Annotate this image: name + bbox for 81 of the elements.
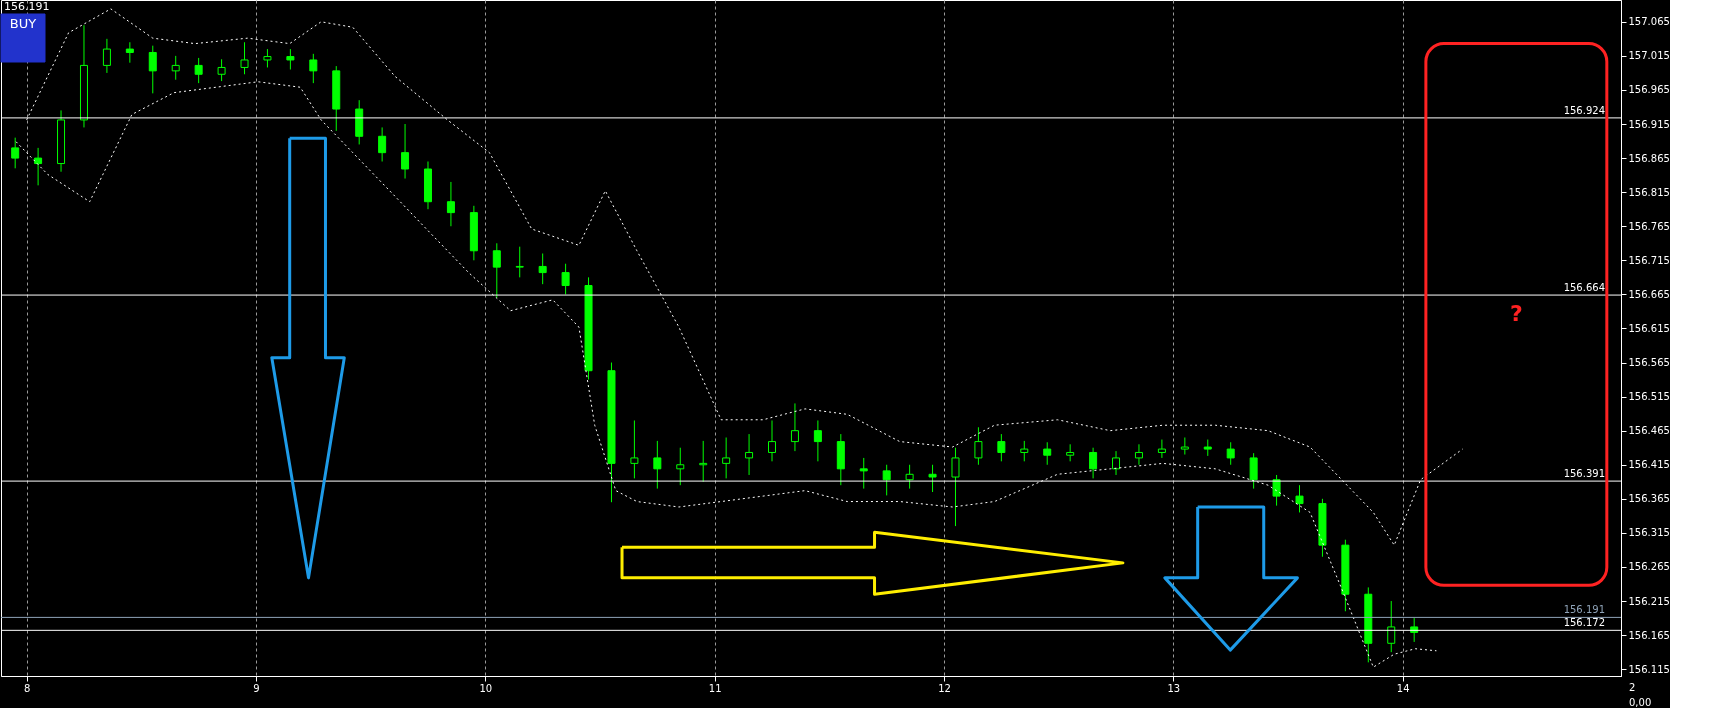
x-tick-label: 12 [938, 682, 951, 694]
ref-line-label: 156.391 [1563, 468, 1605, 480]
x-tick-label: 10 [479, 682, 493, 694]
y-tick-label: 156.215 [1628, 595, 1670, 607]
candlestick [171, 55, 180, 81]
candlestick [217, 58, 226, 82]
candlestick [951, 447, 960, 527]
candlestick [905, 464, 914, 490]
candlestick [263, 48, 272, 68]
ref-line-label: 156.924 [1563, 104, 1605, 116]
y-tick-label: 156.115 [1628, 663, 1670, 675]
candlestick [1157, 439, 1166, 459]
x-tick-label: 13 [1167, 682, 1181, 694]
candlestick [1295, 484, 1304, 513]
y-tick-label: 156.365 [1628, 493, 1670, 505]
candlestick [768, 419, 777, 462]
y-tick-label: 156.415 [1628, 459, 1670, 471]
x-tick-label: 11 [708, 682, 722, 694]
text: 0,00 [1629, 697, 1652, 708]
y-tick-label: 156.465 [1628, 425, 1670, 437]
y-tick-label: 156.265 [1628, 561, 1670, 573]
y-tick-label: 156.515 [1628, 391, 1670, 403]
candlestick [1249, 452, 1258, 490]
y-tick-label: 156.565 [1628, 357, 1670, 369]
ref-line-label: 156.191 [1563, 604, 1605, 616]
candlestick [882, 464, 891, 496]
y-tick-label: 156.615 [1628, 322, 1670, 334]
candlestick [148, 45, 157, 94]
candlestick [1226, 441, 1235, 466]
y-tick-label: 156.865 [1628, 152, 1670, 164]
candlestick [286, 48, 295, 71]
candlestick [1043, 441, 1052, 466]
candlestick [492, 242, 501, 299]
y-tick-label: 156.715 [1628, 254, 1670, 266]
candlestick [630, 419, 639, 479]
y-tick-label: 156.315 [1628, 527, 1670, 539]
candlestick [515, 246, 524, 278]
candlestick [790, 402, 799, 452]
candlestick [997, 433, 1006, 462]
candlestick [446, 181, 455, 227]
candlestick [745, 433, 754, 476]
annotation: ? [1509, 301, 1523, 327]
candlestick [653, 440, 662, 490]
y-tick-label: 157.015 [1628, 50, 1670, 62]
x-tick-label: 9 [253, 682, 260, 694]
annotation: 156.191 [4, 0, 50, 13]
ref-line-label: 156.664 [1563, 282, 1605, 294]
candlestick [378, 126, 387, 162]
y-tick-label: 156.915 [1628, 118, 1670, 130]
annotation: BUY [9, 16, 37, 31]
candlestick [401, 123, 410, 180]
candlestick [1134, 443, 1143, 466]
candlestick [538, 253, 547, 285]
candlestick [1112, 450, 1121, 476]
candlestick [561, 263, 570, 295]
candlestick [1089, 447, 1098, 479]
candlestick [722, 436, 731, 479]
candlestick [974, 426, 983, 466]
candlestick [34, 147, 43, 186]
candlestick [102, 38, 111, 74]
y-tick-label: 156.165 [1628, 629, 1670, 641]
candlestick [11, 137, 20, 169]
candlestick [928, 464, 937, 493]
candlestick [194, 57, 203, 84]
x-tick-label: 14 [1396, 682, 1410, 694]
y-tick-label: 156.815 [1628, 186, 1670, 198]
y-tick-label: 156.765 [1628, 220, 1670, 232]
text: 2 [1629, 682, 1636, 693]
candlestick [1020, 440, 1029, 462]
candlestick [859, 457, 868, 490]
candlestick [240, 41, 249, 75]
y-tick-label: 157.065 [1628, 16, 1670, 28]
candlestick [125, 41, 134, 64]
candlestick [813, 419, 822, 462]
candlestick [309, 53, 318, 84]
ref-line-label: 156.172 [1563, 617, 1605, 629]
y-tick-label: 156.965 [1628, 84, 1670, 96]
candlestick [676, 447, 685, 486]
y-tick-label: 156.665 [1628, 288, 1670, 300]
candlestick [1387, 600, 1396, 653]
x-tick-label: 8 [23, 682, 31, 694]
